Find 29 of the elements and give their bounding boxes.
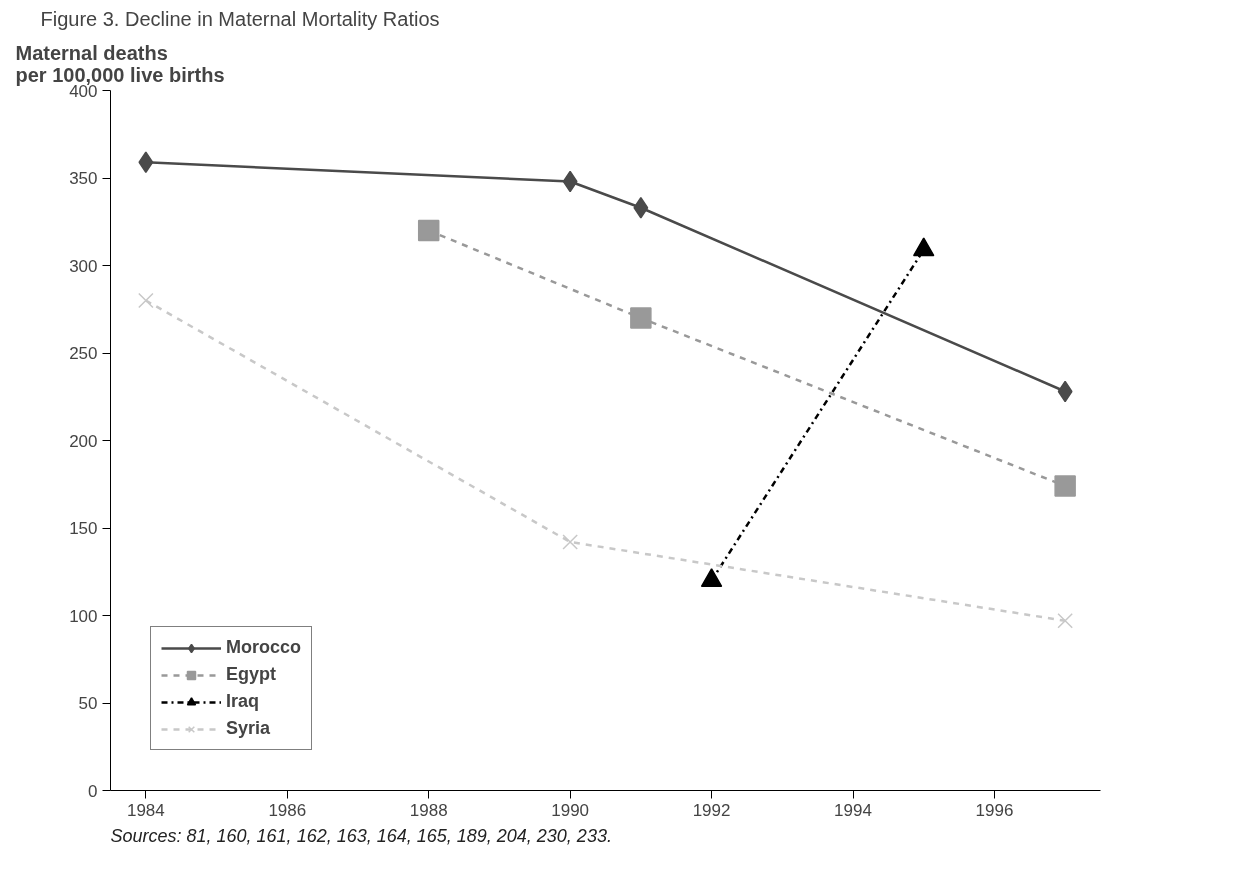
point bbox=[1057, 612, 1073, 629]
y-tick-label: 250 bbox=[69, 344, 98, 363]
x-tick-label: 1984 bbox=[126, 800, 165, 820]
x-tick-label: 1994 bbox=[834, 800, 872, 820]
y-tick-label: 0 bbox=[88, 781, 98, 801]
point bbox=[630, 307, 652, 329]
point bbox=[633, 197, 649, 219]
y-tick-label: 200 bbox=[69, 431, 98, 451]
point bbox=[138, 151, 154, 173]
y-tick-label: 150 bbox=[69, 519, 98, 538]
x-tick-label: 1988 bbox=[409, 800, 448, 820]
x-tick-label: 1986 bbox=[268, 800, 307, 820]
x-tick-label: 1996 bbox=[975, 800, 1014, 820]
y-tick-label: 100 bbox=[69, 606, 98, 626]
x-tick-label: 1992 bbox=[692, 800, 731, 820]
point bbox=[1054, 475, 1076, 497]
legend-label: Iraq bbox=[226, 691, 260, 712]
chart-title: Figure 3. Decline in Maternal Mortality Ratios bbox=[40, 7, 440, 30]
source-note: Sources: 81, 160, 161, 162, 163, 164, 165, 189, 204, 230, 233. bbox=[110, 825, 612, 846]
point bbox=[138, 292, 154, 309]
legend-label: Egypt bbox=[226, 664, 277, 685]
y-tick-label: 350 bbox=[69, 169, 98, 188]
legend-label: Syria bbox=[226, 718, 271, 739]
legend-label: Morocco bbox=[226, 637, 302, 658]
point bbox=[417, 219, 440, 242]
y-tick-label: 300 bbox=[69, 256, 98, 276]
point bbox=[562, 534, 578, 550]
y-tick-label: 50 bbox=[78, 694, 98, 713]
x-tick-label: 1990 bbox=[551, 800, 590, 820]
